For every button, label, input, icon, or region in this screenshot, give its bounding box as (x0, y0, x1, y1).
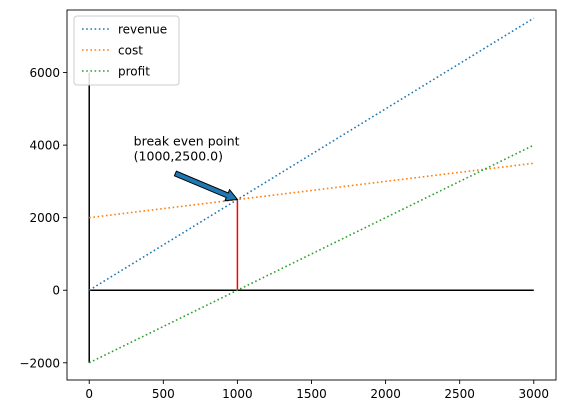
profit-series-line (88, 144, 535, 364)
x-tick-label: 1000 (222, 387, 253, 401)
plot-content (88, 17, 535, 364)
revenue-legend-label: revenue (118, 23, 167, 37)
revenue-series-line (88, 17, 535, 291)
x-tick-label: 3000 (518, 387, 549, 401)
annotation-arrow (173, 170, 239, 202)
x-tick-label: 2000 (370, 387, 401, 401)
annotation-coordinates: (1000,2500.0) (134, 148, 223, 163)
y-tick-label: 0 (52, 284, 60, 298)
plot-area: break even point(1000,2500.0) (88, 17, 535, 364)
y-tick-label: 6000 (29, 66, 60, 80)
x-tick-label: 500 (152, 387, 175, 401)
x-tick-label: 2500 (444, 387, 475, 401)
x-tick-label: 1500 (296, 387, 327, 401)
axes: 0 500 1000 1500 2000 2500 3000 −2000 0 2000 4000 60… (19, 9, 557, 401)
profit-legend-label: profit (118, 65, 150, 79)
cost-series-line (89, 162, 534, 219)
x-tick-label: 0 (85, 387, 93, 401)
y-tick-label: 2000 (29, 211, 60, 225)
annotation-title: break even point (134, 133, 240, 148)
y-tick-label: 4000 (29, 139, 60, 153)
legend: revenue cost profit (73, 15, 180, 86)
y-tick-label: −2000 (19, 356, 60, 370)
legend-box (73, 15, 180, 86)
cost-legend-label: cost (118, 44, 143, 58)
